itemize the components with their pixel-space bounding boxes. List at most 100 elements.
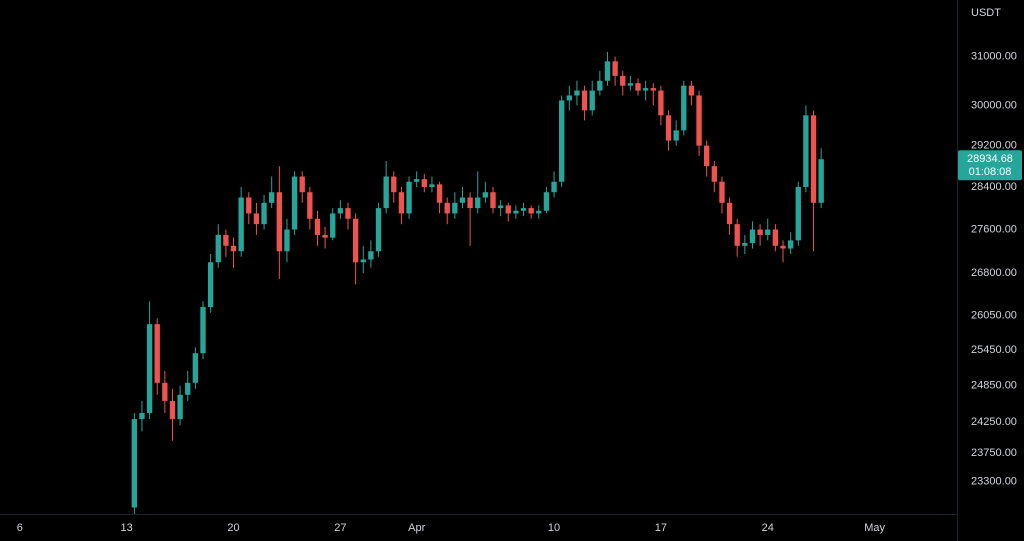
candle-body	[543, 192, 550, 211]
candle-body	[314, 218, 321, 235]
candle-body	[559, 100, 565, 182]
candle-body	[604, 61, 611, 81]
candle-body	[154, 324, 160, 383]
candle-body	[215, 234, 221, 263]
candle-body	[131, 419, 137, 508]
candle-body	[352, 218, 359, 263]
candle-body	[467, 197, 473, 209]
candle-body	[482, 192, 489, 198]
y-tick-label: 28400.00	[971, 181, 1017, 193]
candle-body	[765, 229, 771, 235]
candle-body	[818, 159, 824, 203]
candle-body	[238, 197, 244, 252]
candle-body	[146, 324, 153, 414]
x-tick-label: 13	[121, 522, 133, 534]
candle-body	[207, 262, 214, 308]
y-tick-label: 23750.00	[971, 447, 1017, 459]
candle-body	[261, 202, 267, 225]
candle-body	[162, 382, 168, 401]
candle-body	[696, 95, 702, 146]
y-tick-label: 23300.00	[971, 476, 1017, 488]
candle-body	[505, 205, 511, 214]
candle-body	[742, 243, 748, 246]
candle-body	[391, 176, 397, 193]
candle-body	[795, 186, 801, 241]
candle-body	[566, 95, 572, 101]
candle-body	[711, 166, 717, 182]
x-tick-label: 27	[334, 522, 346, 534]
candle-body	[658, 90, 664, 116]
candle-body	[757, 229, 763, 235]
candle-body	[322, 234, 328, 238]
candle-body	[589, 90, 595, 111]
y-tick-label: 30000.00	[971, 99, 1017, 111]
countdown-label: 01:08:08	[969, 166, 1012, 178]
candle-body	[444, 202, 450, 214]
candle-body	[536, 210, 542, 214]
x-tick-label: May	[864, 522, 885, 534]
candle-body	[276, 192, 282, 252]
candle-body	[185, 382, 191, 395]
candle-body	[452, 202, 458, 214]
candle-body	[642, 88, 649, 91]
candle-body	[520, 208, 527, 211]
candle-body	[681, 85, 687, 131]
candle-body	[200, 307, 206, 354]
candle-body	[139, 413, 145, 420]
y-tick-label: 27600.00	[971, 223, 1017, 235]
candle-body	[551, 181, 557, 193]
candle-body	[597, 80, 603, 91]
candle-body	[436, 184, 443, 203]
candle-body	[307, 192, 313, 219]
candle-body	[368, 251, 374, 260]
candle-body	[574, 90, 580, 96]
candle-body	[749, 229, 756, 244]
candle-body	[291, 176, 298, 230]
candle-body	[360, 259, 366, 263]
candle-body	[345, 208, 351, 219]
candle-body	[406, 181, 412, 214]
y-tick-label: 26050.00	[971, 309, 1017, 321]
candle-body	[177, 394, 183, 420]
candle-body	[612, 61, 618, 76]
y-tick-label: 24250.00	[971, 416, 1017, 428]
candle-body	[429, 184, 435, 187]
y-tick-label: 24850.00	[971, 380, 1017, 392]
candle-body	[375, 208, 382, 252]
candle-body	[284, 229, 290, 252]
candle-body	[620, 75, 626, 86]
candle-body	[650, 88, 656, 91]
candle-body	[383, 176, 389, 209]
candle-body	[734, 224, 740, 246]
candle-body	[223, 234, 229, 246]
x-tick-label: 17	[655, 522, 667, 534]
candle-body	[330, 213, 336, 238]
candle-body	[398, 192, 405, 214]
candle-body	[688, 85, 695, 96]
last-price-tag	[958, 150, 1022, 181]
candle-body	[635, 83, 641, 91]
candle-body	[581, 90, 588, 111]
candle-body	[627, 83, 634, 86]
candle-body	[337, 208, 344, 214]
candle-body	[780, 245, 786, 249]
candle-body	[169, 400, 176, 420]
candle-body	[497, 205, 504, 209]
candle-body	[772, 229, 779, 246]
candle-body	[787, 240, 794, 249]
currency-label: USDT	[971, 7, 1001, 19]
candle-body	[719, 181, 725, 203]
candle-body	[230, 245, 237, 252]
candle-body	[475, 197, 481, 209]
x-tick-label: 20	[227, 522, 239, 534]
last-price-label: 28934.68	[967, 153, 1013, 165]
candle-body	[803, 115, 809, 187]
y-tick-label: 31000.00	[971, 50, 1017, 62]
x-tick-label: 6	[17, 522, 23, 534]
candle-body	[421, 179, 427, 187]
candle-body	[528, 208, 534, 214]
x-tick-label: Apr	[408, 522, 425, 534]
candle-body	[246, 197, 252, 214]
